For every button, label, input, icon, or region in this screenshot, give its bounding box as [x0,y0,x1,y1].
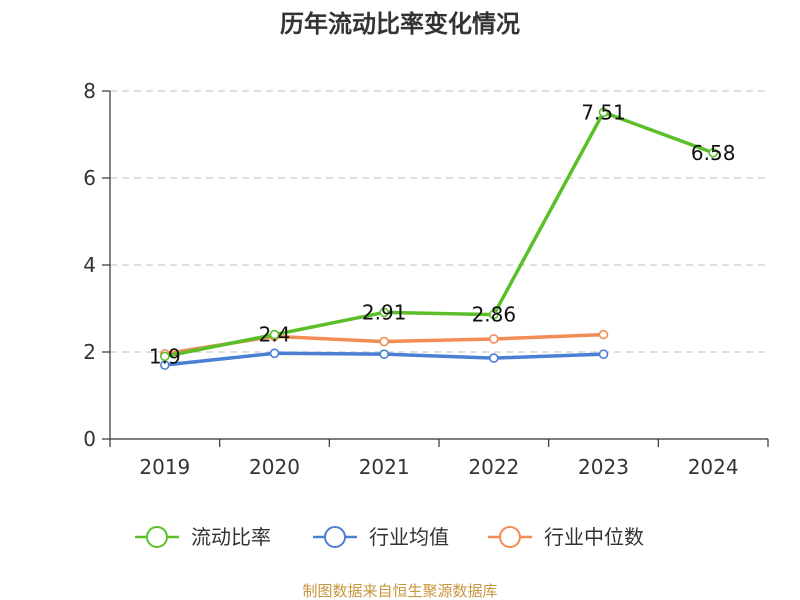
source-note: 制图数据来自恒生聚源数据库 [302,582,497,600]
chart-title: 历年流动比率变化情况 [280,10,520,38]
y-tick-label: 2 [83,340,96,364]
legend-label: 行业均值 [369,525,449,549]
data-label: 2.91 [362,300,407,324]
x-tick-label: 2023 [578,455,629,479]
axes: 0 2 4 6 8 2019 2020 2021 2022 2023 2024 [83,79,769,479]
legend-marker [499,526,521,548]
data-point [489,334,499,344]
data-point [598,329,609,340]
y-tick-label: 4 [83,253,96,277]
legend-marker [324,526,346,548]
legend-label: 流动比率 [191,525,271,549]
data-label: 6.58 [691,141,736,165]
data-point [269,348,280,359]
y-tick-label: 6 [83,166,96,190]
legend: 流动比率 行业均值 行业中位数 [135,525,644,549]
x-tick-label: 2019 [139,455,190,479]
data-point [489,353,499,363]
y-tick-label: 0 [83,427,96,451]
data-point [379,336,389,347]
data-labels: 1.9 2.4 2.91 2.86 7.51 6.58 [149,100,736,368]
data-point [379,349,389,359]
data-point [598,349,609,359]
grid [110,90,768,353]
series-line [164,110,714,359]
x-tick-label: 2020 [249,455,300,479]
y-tick-label: 8 [83,79,96,103]
data-label: 7.51 [581,100,626,124]
data-label: 2.86 [472,303,517,327]
data-point [489,309,499,320]
data-point [708,147,718,158]
data-label: 2.4 [259,323,291,347]
legend-marker [146,526,168,548]
data-point [379,307,389,318]
data-label: 1.9 [149,344,181,368]
x-tick-label: 2022 [468,455,519,479]
x-tick-label: 2024 [688,455,739,479]
data-point [598,107,609,118]
legend-label: 行业中位数 [544,525,644,549]
x-tick-label: 2021 [359,455,410,479]
data-point [269,329,280,340]
data-point [160,351,170,362]
series-layer [160,107,718,370]
